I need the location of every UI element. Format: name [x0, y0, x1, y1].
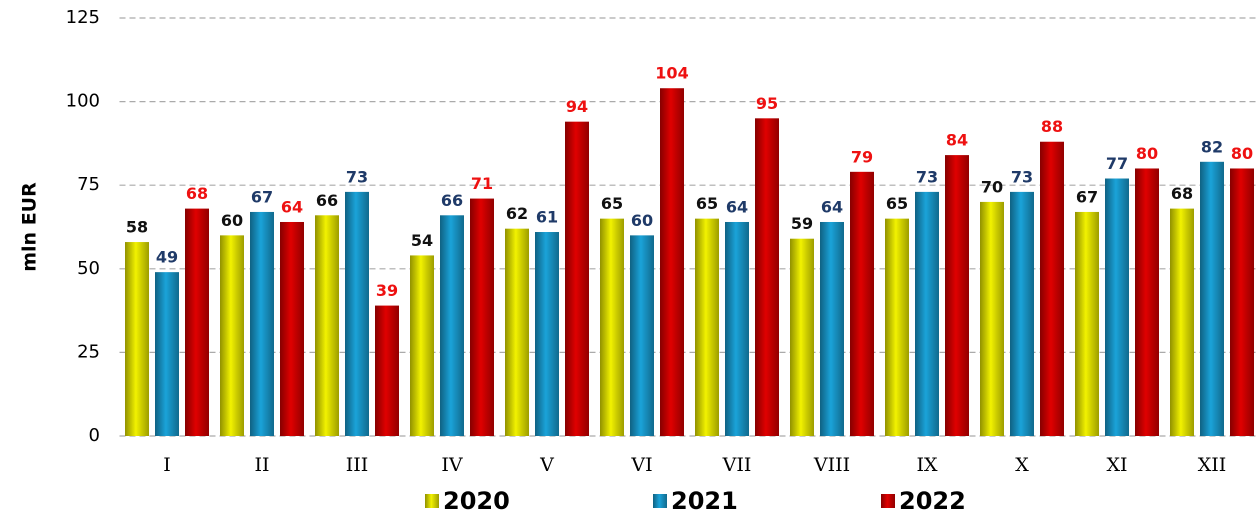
- data-label: 80: [1231, 144, 1253, 163]
- bar: [1010, 191, 1034, 436]
- y-tick-label: 50: [77, 258, 100, 279]
- data-label: 67: [1076, 187, 1098, 206]
- data-label: 77: [1106, 154, 1128, 173]
- bar: [755, 118, 779, 436]
- bar: [345, 191, 369, 436]
- data-label: 58: [126, 218, 148, 237]
- data-label: 95: [756, 94, 778, 113]
- y-tick-label: 125: [66, 7, 100, 28]
- x-tick-label: VII: [722, 454, 752, 476]
- bar: [535, 232, 559, 436]
- x-tick-label: I: [163, 454, 171, 476]
- data-label: 54: [411, 231, 433, 250]
- bar: [315, 215, 339, 436]
- data-label: 39: [376, 281, 398, 300]
- bar: [280, 221, 304, 436]
- legend-label: 2020: [443, 487, 510, 515]
- bar: [820, 221, 844, 436]
- bar: [220, 235, 244, 436]
- data-label: 66: [441, 191, 463, 210]
- legend-swatch: [425, 494, 439, 508]
- data-label: 62: [506, 204, 528, 223]
- data-label: 84: [946, 131, 968, 150]
- bar: [1170, 208, 1194, 436]
- bar: [250, 211, 274, 436]
- data-label: 88: [1041, 117, 1063, 136]
- data-label: 65: [886, 194, 908, 213]
- bar: [600, 218, 624, 436]
- bar: [565, 121, 589, 436]
- bar: [630, 235, 654, 436]
- data-label: 71: [471, 174, 493, 193]
- x-tick-label: II: [254, 454, 269, 476]
- data-label: 49: [156, 248, 178, 267]
- data-label: 59: [791, 214, 813, 233]
- bar: [1105, 178, 1129, 436]
- data-label: 60: [221, 211, 243, 230]
- y-tick-label: 0: [89, 425, 100, 446]
- legend-swatch: [881, 494, 895, 508]
- bar: [440, 215, 464, 436]
- bar: [725, 221, 749, 436]
- data-label: 65: [601, 194, 623, 213]
- bar: [945, 155, 969, 436]
- data-label: 60: [631, 211, 653, 230]
- bar: [375, 305, 399, 436]
- bar: [410, 255, 434, 436]
- data-label: 61: [536, 208, 558, 227]
- data-label: 73: [1011, 167, 1033, 186]
- legend-label: 2022: [899, 487, 966, 515]
- bar: [125, 242, 149, 436]
- x-tick-label: IX: [916, 454, 938, 476]
- y-tick-label: 75: [77, 174, 100, 195]
- bar: [505, 228, 529, 436]
- data-label: 70: [981, 177, 1003, 196]
- x-tick-label: X: [1015, 454, 1029, 476]
- data-label: 67: [251, 187, 273, 206]
- x-tick-label: VIII: [813, 454, 850, 476]
- legend-label: 2021: [671, 487, 738, 515]
- x-tick-label: XII: [1198, 454, 1227, 476]
- data-label: 73: [916, 167, 938, 186]
- data-label: 94: [566, 97, 588, 116]
- data-label: 68: [1171, 184, 1193, 203]
- bar: [980, 201, 1004, 436]
- data-label: 64: [726, 197, 748, 216]
- data-label: 79: [851, 147, 873, 166]
- bar: [915, 191, 939, 436]
- bar: [850, 171, 874, 436]
- x-tick-label: IV: [441, 454, 463, 476]
- bar: [695, 218, 719, 436]
- data-label: 104: [655, 64, 688, 83]
- data-label: 66: [316, 191, 338, 210]
- bar: [660, 88, 684, 436]
- legend-swatch: [653, 494, 667, 508]
- data-label: 64: [281, 197, 303, 216]
- y-axis-label: mln EUR: [19, 182, 41, 272]
- data-label: 64: [821, 197, 843, 216]
- data-label: 65: [696, 194, 718, 213]
- bar: [790, 238, 814, 436]
- x-tick-label: III: [346, 454, 369, 476]
- x-tick-label: V: [539, 454, 554, 476]
- bar: [885, 218, 909, 436]
- y-tick-label: 100: [66, 91, 100, 112]
- bar: [1075, 211, 1099, 436]
- data-label: 68: [186, 184, 208, 203]
- bar: [1135, 168, 1159, 437]
- data-label: 82: [1201, 137, 1223, 156]
- bar: [1200, 161, 1224, 437]
- x-tick-label: VI: [630, 454, 652, 476]
- bar: [185, 208, 209, 436]
- bar: [1230, 168, 1254, 437]
- bar: [155, 272, 179, 436]
- data-label: 73: [346, 167, 368, 186]
- x-tick-label: XI: [1106, 454, 1127, 476]
- bar: [470, 198, 494, 436]
- bar: [1040, 141, 1064, 436]
- y-tick-label: 25: [77, 341, 100, 362]
- data-label: 80: [1136, 144, 1158, 163]
